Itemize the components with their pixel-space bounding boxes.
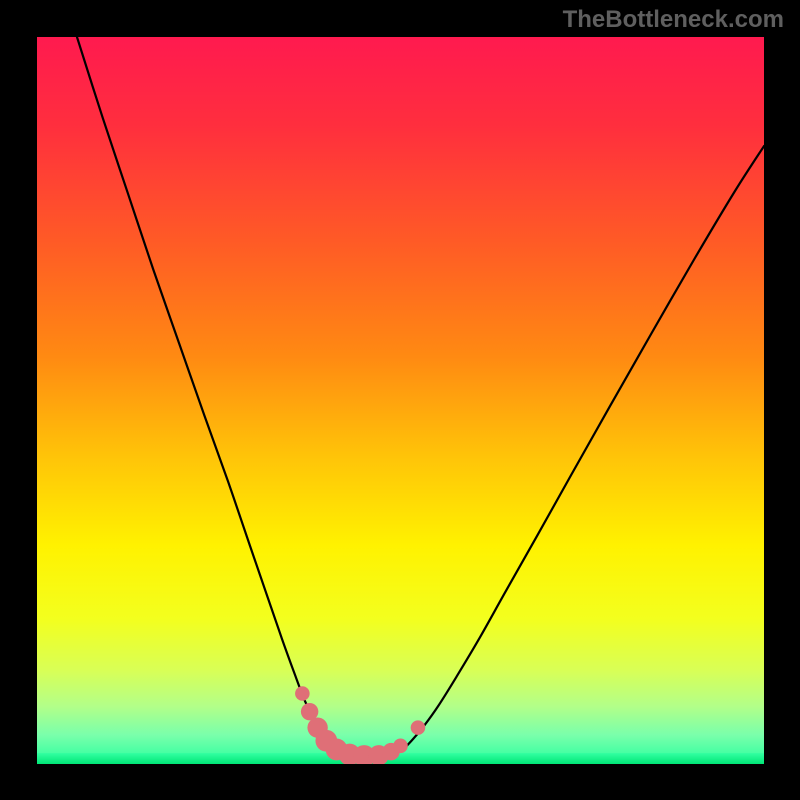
watermark-text: TheBottleneck.com: [563, 6, 784, 34]
plot-area: [37, 37, 764, 764]
chart-frame: [0, 0, 800, 800]
optimal-range-markers: [37, 37, 764, 764]
